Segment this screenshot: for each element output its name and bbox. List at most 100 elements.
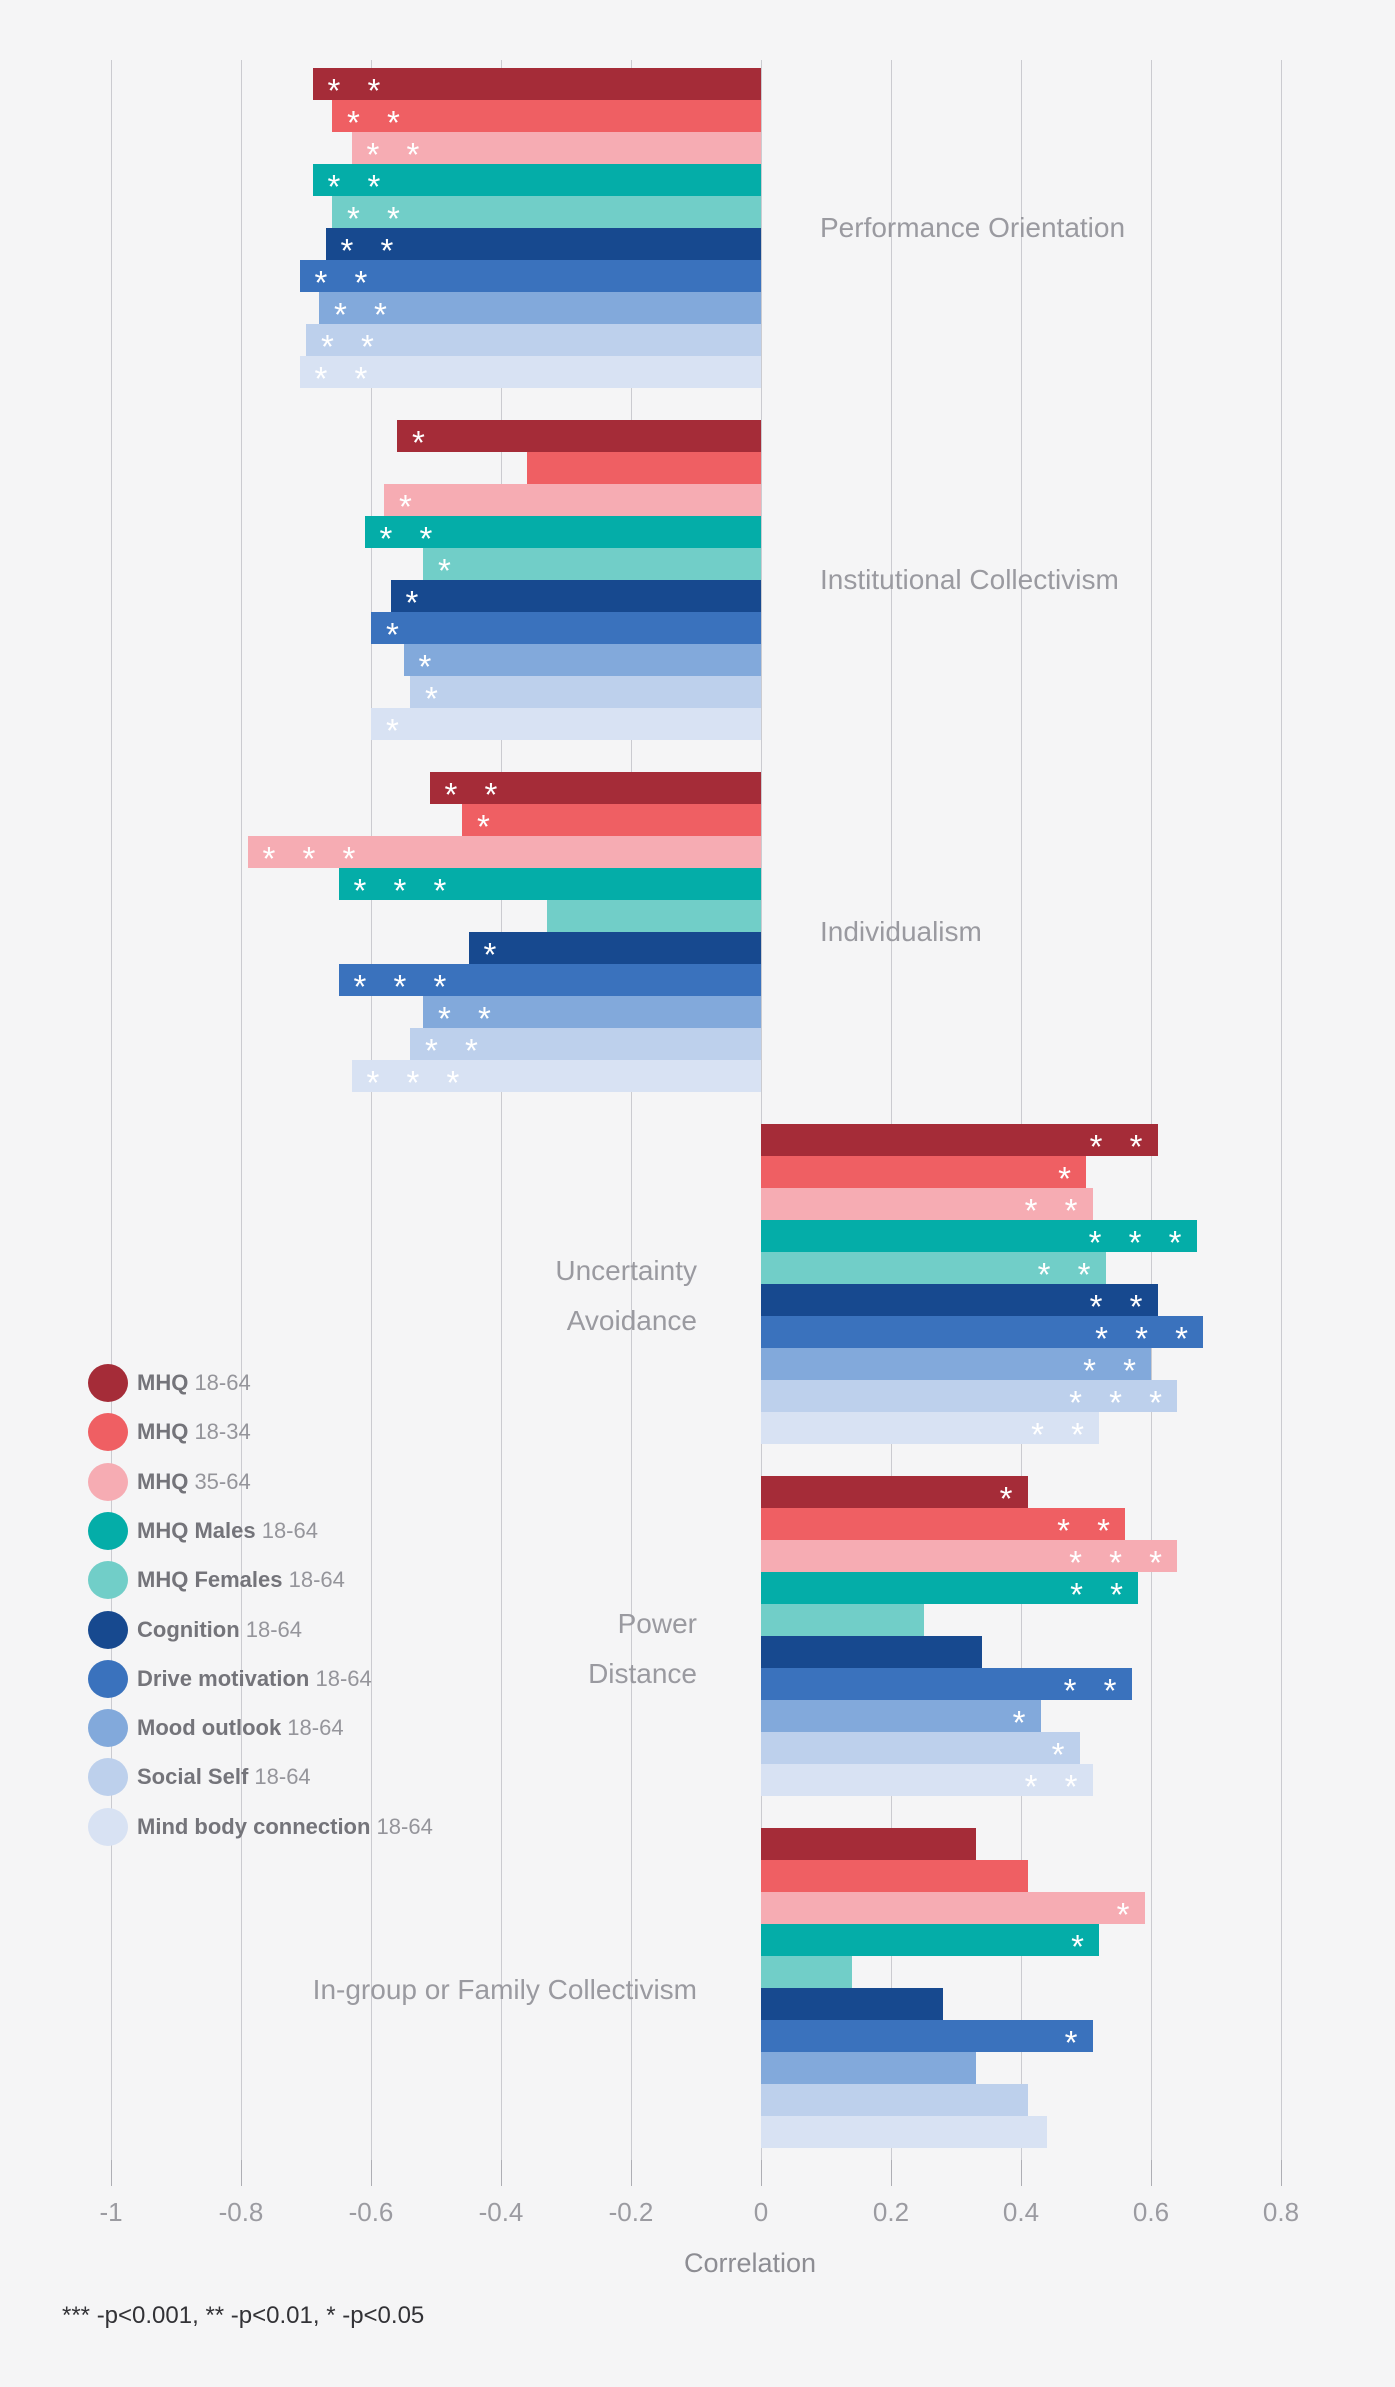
significance-stars: * bbox=[405, 584, 428, 621]
axis-tick bbox=[631, 2160, 632, 2186]
legend-swatch-icon bbox=[88, 1413, 128, 1452]
gridline bbox=[1151, 60, 1152, 2160]
legend-label: MHQ 35-64 bbox=[137, 1468, 251, 1494]
category-label-4: Power Distance bbox=[588, 1608, 697, 1689]
significance-stars: * * * bbox=[353, 968, 456, 1005]
significance-stars: * * bbox=[347, 104, 409, 141]
bar-6-group-0: * * bbox=[299, 260, 761, 301]
bar-4-group-4 bbox=[761, 1604, 924, 1636]
bar-6-group-3: * * * bbox=[761, 1316, 1203, 1357]
significance-stars: * * bbox=[1024, 1192, 1087, 1229]
bar-8-group-0: * * bbox=[306, 324, 761, 365]
bar-5-group-0: * * bbox=[325, 228, 761, 269]
bar-9-group-5 bbox=[761, 2116, 1047, 2148]
bar-3-group-0: * * bbox=[312, 164, 761, 205]
axis-tick-label: 0 bbox=[753, 2197, 769, 2227]
legend-swatch-icon bbox=[88, 1709, 128, 1748]
significance-stars: * * bbox=[1024, 1768, 1087, 1805]
significance-stars: * * bbox=[1063, 1672, 1126, 1709]
significance-stars: * * bbox=[314, 264, 377, 301]
significance-stars: * * * bbox=[1069, 1544, 1171, 1581]
bar-2-group-3: * * bbox=[761, 1188, 1093, 1229]
significance-stars: * bbox=[438, 552, 460, 589]
bar-4-group-3: * * bbox=[761, 1252, 1106, 1293]
axis-tick-label: -1 bbox=[99, 2197, 123, 2227]
axis-tick-label: -0.4 bbox=[478, 2197, 524, 2227]
legend-label: MHQ Males 18-64 bbox=[137, 1517, 318, 1543]
bar-8-group-2: * * bbox=[410, 1028, 761, 1069]
bar-8-group-1: * bbox=[410, 676, 761, 717]
bar-0-group-2: * * bbox=[429, 772, 761, 813]
legend-label: Mood outlook 18-64 bbox=[137, 1715, 344, 1741]
bar-3-group-2: * * * bbox=[338, 868, 761, 909]
significance-stars: * bbox=[1116, 1896, 1139, 1933]
legend-swatch-icon bbox=[88, 1364, 128, 1402]
legend-item-0: MHQ 18-64 bbox=[88, 1359, 251, 1407]
legend-item-2: MHQ 35-64 bbox=[88, 1458, 251, 1506]
x-axis-title: Correlation bbox=[683, 2248, 817, 2278]
gridline bbox=[501, 60, 502, 2160]
bar-1-group-0: * * bbox=[332, 100, 761, 141]
bar-4-group-5 bbox=[761, 1956, 852, 1988]
bar-4-group-1: * bbox=[423, 548, 761, 589]
gridline bbox=[761, 60, 762, 2160]
significance-stars: * bbox=[1071, 1928, 1093, 1965]
category-label-2: Individualism bbox=[820, 916, 982, 947]
bar-5-group-5 bbox=[761, 1988, 943, 2020]
significance-stars: * * bbox=[334, 296, 396, 333]
bar-7-group-4: * bbox=[761, 1700, 1041, 1741]
bar-7-group-5 bbox=[761, 2052, 976, 2084]
significance-stars: * bbox=[1064, 2024, 1087, 2061]
bar-9-group-1: * bbox=[371, 708, 761, 749]
axis-tick-label: -0.8 bbox=[218, 2197, 264, 2227]
bar-2-group-0: * * bbox=[351, 132, 761, 173]
significance-stars: * bbox=[386, 616, 408, 653]
axis-tick bbox=[501, 2160, 502, 2186]
legend-label: Mind body connection 18-64 bbox=[137, 1813, 433, 1839]
legend-item-3: MHQ Males 18-64 bbox=[88, 1507, 318, 1555]
significance-stars: * * bbox=[314, 360, 377, 397]
significance-stars: * * bbox=[425, 1032, 487, 1069]
axis-tick-label: 0.8 bbox=[1262, 2197, 1300, 2227]
significance-stars: * bbox=[477, 808, 499, 845]
bar-6-group-4: * * bbox=[761, 1668, 1132, 1709]
gridline bbox=[111, 60, 112, 2160]
significance-stars: * * * bbox=[1095, 1320, 1197, 1357]
bar-9-group-3: * * bbox=[761, 1412, 1099, 1453]
axis-tick-label: 0.2 bbox=[872, 2197, 910, 2227]
significance-stars: * * bbox=[1070, 1576, 1132, 1613]
significance-stars: * * bbox=[1031, 1416, 1093, 1453]
significance-stars: * * * bbox=[366, 1064, 469, 1101]
significance-stars: * * bbox=[1083, 1352, 1145, 1389]
legend-label: MHQ 18-34 bbox=[137, 1419, 251, 1445]
axis-tick bbox=[241, 2160, 242, 2186]
bar-6-group-5: * bbox=[761, 2020, 1093, 2061]
legend-swatch-icon bbox=[88, 1511, 128, 1550]
legend-item-5: Cognition 18-64 bbox=[88, 1606, 302, 1654]
significance-stars: * * bbox=[444, 776, 507, 813]
significance-stars: * bbox=[386, 712, 408, 749]
significance-stars: * * bbox=[347, 200, 409, 237]
significance-stars: * bbox=[1012, 1704, 1035, 1741]
significance-stars: * * bbox=[1057, 1512, 1119, 1549]
significance-stars: * * bbox=[327, 72, 390, 109]
bar-3-group-3: * * * bbox=[761, 1220, 1197, 1261]
legend-swatch-icon bbox=[88, 1610, 128, 1649]
legend-item-9: Mind body connection 18-64 bbox=[88, 1803, 433, 1851]
bar-6-group-2: * * * bbox=[338, 964, 761, 1005]
significance-stars: * bbox=[425, 680, 447, 717]
significance-stars: * bbox=[1058, 1160, 1080, 1197]
significance-stars: * * * bbox=[1069, 1384, 1171, 1421]
significance-stars: * * bbox=[366, 136, 429, 173]
significance-stars: * bbox=[399, 488, 421, 525]
bar-0-group-0: * * bbox=[312, 68, 761, 109]
bar-1-group-1 bbox=[527, 452, 761, 484]
bar-7-group-3: * * bbox=[761, 1348, 1151, 1389]
bar-2-group-2: * * * bbox=[247, 836, 761, 877]
significance-stars: * * bbox=[1037, 1256, 1100, 1293]
legend-swatch-icon bbox=[88, 1659, 128, 1698]
legend-label: Cognition 18-64 bbox=[137, 1616, 303, 1642]
gridline bbox=[241, 60, 242, 2160]
significance-stars: * * bbox=[379, 520, 442, 557]
